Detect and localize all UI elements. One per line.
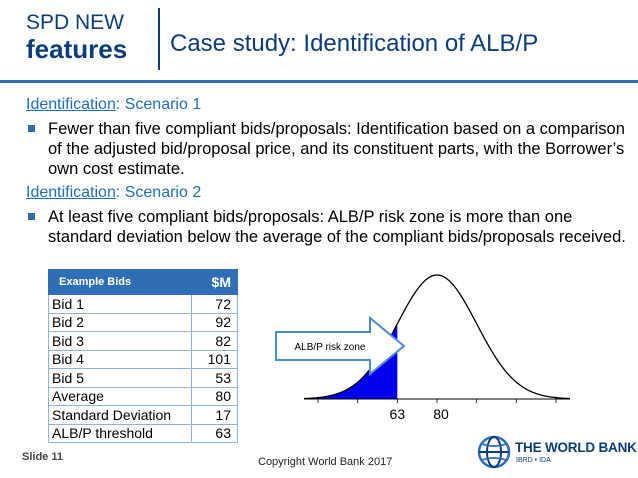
slide-title: Case study: Identification of ALB/P	[170, 30, 539, 57]
table-row: Bid 2 92	[48, 312, 238, 332]
header-rule	[0, 80, 638, 83]
row-label: Bid 4	[48, 349, 192, 369]
row-label: Bid 1	[48, 294, 192, 314]
scenario1-link[interactable]: Identification	[26, 96, 116, 113]
row-label: ALB/P threshold	[48, 423, 192, 443]
table-row: Bid 5 53	[48, 368, 238, 388]
scenario2-heading: Identification: Scenario 2	[26, 184, 201, 202]
table-row: Bid 4 101	[48, 349, 238, 369]
risk-zone-arrow	[275, 315, 406, 377]
world-bank-name: THE WORLD BANK	[515, 440, 637, 455]
row-value: 80	[191, 386, 238, 406]
risk-zone-shade	[304, 323, 398, 399]
threshold-label: 63	[390, 406, 406, 422]
row-value: 92	[191, 312, 238, 332]
table-row: Average 80	[48, 386, 238, 406]
risk-zone-annotation: ALB/P risk zone	[295, 342, 366, 353]
bullet-icon	[28, 213, 35, 220]
bullet-icon	[28, 125, 35, 132]
row-value: 63	[191, 423, 238, 443]
scenario2-link[interactable]: Identification	[26, 184, 116, 201]
scenario2-heading-text: : Scenario 2	[115, 184, 202, 201]
spd-badge: SPD NEW features	[26, 11, 156, 65]
row-value: 17	[191, 405, 238, 425]
scenario1-bullet: Fewer than five compliant bids/proposals…	[26, 119, 626, 179]
globe-icon	[477, 435, 511, 469]
table-row: Bid 1 72	[48, 294, 238, 314]
scenario2-bullet-text: At least five compliant bids/proposals: …	[48, 208, 626, 246]
scenario1-heading-text: : Scenario 1	[115, 96, 202, 113]
x-axis-ticks	[317, 399, 557, 403]
badge-line1: SPD NEW	[26, 11, 125, 34]
row-value: 72	[191, 294, 238, 314]
row-value: 101	[191, 349, 238, 369]
scenario1-heading: Identification: Scenario 1	[26, 96, 201, 114]
table-header-row: Example Bids $M	[48, 269, 238, 295]
table-row: Bid 3 82	[48, 331, 238, 351]
mean-label: 80	[433, 406, 449, 422]
row-value: 53	[191, 368, 238, 388]
header-divider	[158, 8, 160, 70]
row-label: Average	[48, 386, 192, 406]
row-label: Bid 5	[48, 368, 192, 388]
table-header-bids: Example Bids	[48, 269, 192, 295]
table-row: ALB/P threshold 63	[48, 423, 238, 443]
table-header-amount: $M	[191, 269, 238, 295]
world-bank-logo: THE WORLD BANK IBRD • IDA	[477, 434, 637, 470]
normal-distribution-chart: 63 80 ALB/P risk zone	[275, 274, 571, 422]
slide-number: Slide 11	[22, 451, 63, 463]
scenario2-bullet: At least five compliant bids/proposals: …	[26, 207, 626, 247]
badge-line2: features	[26, 34, 128, 64]
table-row: Standard Deviation 17	[48, 405, 238, 425]
row-label: Bid 2	[48, 312, 192, 332]
copyright-text: Copyright World Bank 2017	[258, 456, 393, 468]
row-label: Bid 3	[48, 331, 192, 351]
row-label: Standard Deviation	[48, 405, 192, 425]
world-bank-sub: IBRD • IDA	[516, 457, 551, 464]
scenario1-bullet-text: Fewer than five compliant bids/proposals…	[48, 120, 625, 178]
row-value: 82	[191, 331, 238, 351]
bell-curve	[303, 274, 571, 400]
example-bids-table: Example Bids $M Bid 1 72 Bid 2 92 Bid 3 82 …	[48, 269, 238, 443]
